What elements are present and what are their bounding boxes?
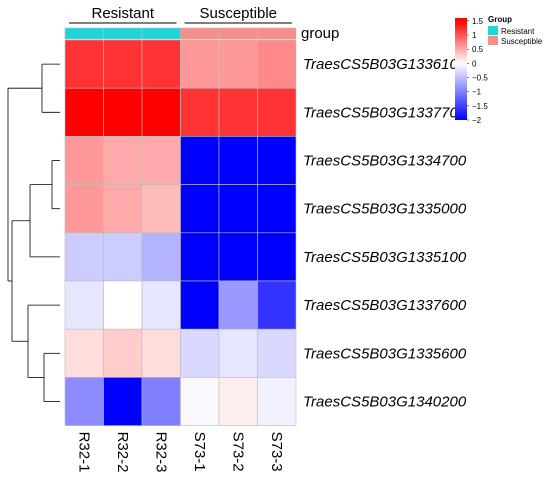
- column-labels: R32-1 R32-2 R32-3 S73-1 S73-2 S73-3: [75, 432, 285, 473]
- group-bar-cell: [218, 27, 258, 40]
- heatmap-cell: [141, 39, 181, 89]
- group-bar-cell: [257, 27, 297, 40]
- heatmap-cell: [218, 136, 258, 185]
- column-label: R32-2: [114, 432, 131, 473]
- heatmap-cell: [64, 87, 104, 137]
- colorbar-tick-label: −0.5: [472, 74, 488, 83]
- legend-swatch: [488, 26, 498, 35]
- heatmap-cell: [257, 136, 297, 185]
- heatmap-cell: [218, 39, 258, 89]
- heatmap-cell: [103, 328, 143, 378]
- heatmap-cell: [218, 328, 258, 378]
- group-annotation-label: group: [301, 25, 339, 42]
- colorbar-tick-label: 1.5: [472, 17, 484, 26]
- heatmap-cell: [64, 184, 104, 234]
- heatmap-cell: [257, 328, 297, 378]
- group-bar-cell: [180, 27, 220, 40]
- heatmap-cell: [64, 39, 104, 89]
- group-bracket-label: Susceptible: [199, 5, 277, 22]
- colorbar-tick-label: −2: [472, 116, 482, 125]
- heatmap-cell: [218, 87, 258, 137]
- heatmap-cell: [64, 377, 104, 426]
- heatmap-cell: [218, 232, 258, 282]
- legend-swatch: [488, 36, 498, 45]
- heatmap-cell: [103, 39, 143, 89]
- row-label: TraesCS5B03G1340200: [303, 394, 467, 411]
- row-label: TraesCS5B03G1337600: [303, 297, 467, 314]
- row-label: TraesCS5B03G1334700: [303, 153, 467, 170]
- row-label: TraesCS5B03G1335600: [303, 345, 467, 362]
- heatmap-cell: [141, 136, 181, 185]
- heatmap-cell: [64, 328, 104, 378]
- heatmap-cell: [257, 87, 297, 137]
- colorbar-tick-label: −1.5: [472, 102, 488, 111]
- heatmap-cell: [218, 377, 258, 426]
- row-label: TraesCS5B03G1336100: [303, 56, 467, 73]
- heatmap-cell: [257, 39, 297, 89]
- row-label: TraesCS5B03G1335100: [303, 249, 467, 266]
- colorbar: 1.5 1 0.5 0 −0.5 −1 −1.5 −2: [455, 17, 488, 125]
- heatmap-cell: [180, 136, 220, 185]
- heatmap-cell: [141, 232, 181, 282]
- group-bracket-label: Resistant: [91, 5, 154, 22]
- heatmap-cell: [103, 136, 143, 185]
- legend-label: Susceptible: [501, 37, 543, 46]
- heatmap-cell: [103, 377, 143, 426]
- colorbar-tick-label: 0: [472, 59, 477, 68]
- heatmap-cell: [180, 377, 220, 426]
- heatmap-cell: [103, 87, 143, 137]
- heatmap-cell: [141, 280, 181, 330]
- heatmap-cell: [103, 232, 143, 282]
- heatmap-cell: [257, 377, 297, 426]
- row-label: TraesCS5B03G1335000: [303, 201, 467, 218]
- heatmap-cell: [141, 377, 181, 426]
- column-label: S73-1: [191, 432, 208, 472]
- heatmap-cell: [141, 328, 181, 378]
- colorbar-tick-label: −1: [472, 88, 482, 97]
- heatmap-cell: [257, 232, 297, 282]
- heatmap-cell: [257, 184, 297, 234]
- group-brackets: Resistant Susceptible: [69, 5, 292, 24]
- colorbar-gradient: [455, 18, 467, 120]
- heatmap-cells: [64, 39, 297, 426]
- heatmap-cell: [180, 184, 220, 234]
- legend-label: Resistant: [501, 27, 535, 36]
- heatmap-cell: [141, 184, 181, 234]
- group-bar-cell: [64, 27, 104, 40]
- heatmap-cell: [64, 232, 104, 282]
- heatmap-cell: [257, 280, 297, 330]
- group-annotation-bar: group: [64, 25, 339, 42]
- row-labels: TraesCS5B03G1336100 TraesCS5B03G1337700 Tr…: [303, 56, 467, 410]
- group-bar-cell: [103, 27, 143, 40]
- column-label: R32-1: [75, 432, 92, 473]
- row-dendrogram: [7, 63, 60, 402]
- legend-title: Group: [488, 15, 512, 24]
- heatmap-cell: [180, 232, 220, 282]
- heatmap-cell: [180, 87, 220, 137]
- colorbar-tick-label: 1: [472, 31, 477, 40]
- heatmap-cell: [180, 39, 220, 89]
- heatmap-cell: [180, 328, 220, 378]
- column-label: S73-2: [229, 432, 246, 472]
- row-label: TraesCS5B03G1337700: [303, 104, 467, 121]
- colorbar-tick-label: 0.5: [472, 45, 484, 54]
- heatmap-cell: [180, 280, 220, 330]
- heatmap-cell: [141, 87, 181, 137]
- column-label: R32-3: [152, 432, 169, 473]
- group-bar-cell: [141, 27, 181, 40]
- heatmap-cell: [218, 184, 258, 234]
- heatmap-cell: [64, 136, 104, 185]
- heatmap-cell: [103, 184, 143, 234]
- column-label: S73-3: [268, 432, 285, 472]
- heatmap-cell: [64, 280, 104, 330]
- heatmap-cell: [218, 280, 258, 330]
- heatmap-cell: [103, 280, 143, 330]
